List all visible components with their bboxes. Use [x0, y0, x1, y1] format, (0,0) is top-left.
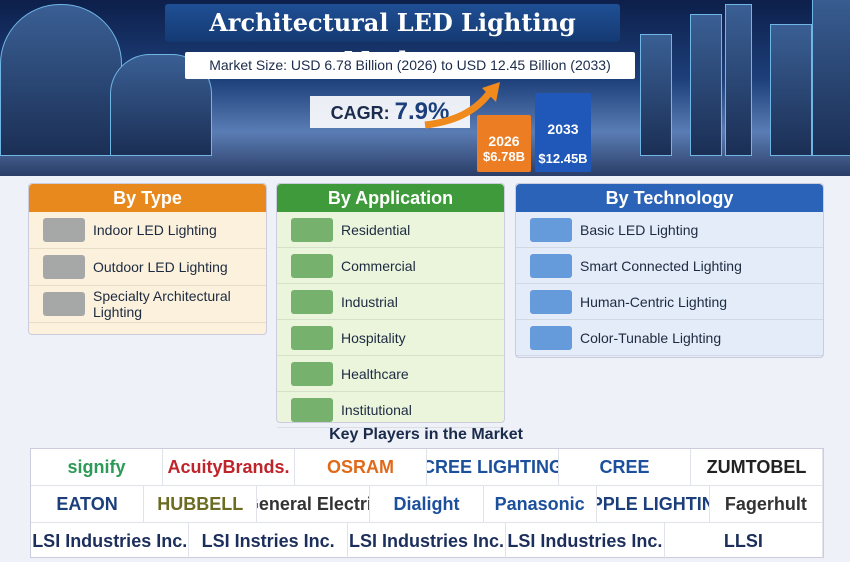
company-logo: EATON	[31, 486, 145, 522]
building	[770, 24, 812, 156]
cagr-label: CAGR:	[330, 103, 390, 123]
item-label: Smart Connected Lighting	[580, 257, 742, 274]
building	[690, 14, 722, 156]
item-icon	[530, 253, 572, 278]
logo-grid: signify AcuityBrands. OSRAM CREE LIGHTING CR…	[30, 448, 824, 559]
company-logo: General Electric	[257, 486, 371, 522]
segment-panel: By Application Residential Commercial Indus…	[276, 183, 505, 428]
company-logo: LSI Industries Inc.	[348, 523, 507, 559]
company-logo: LSI Instries Inc.	[189, 523, 348, 559]
item-label: Outdoor LED Lighting	[93, 259, 228, 275]
bar-year: 2026	[488, 133, 520, 149]
item-label: Hospitality	[341, 329, 406, 346]
segment-item: Commercial	[277, 248, 504, 284]
segment-item: Human-Centric Lighting	[516, 284, 823, 320]
bar-2033: 2033 $12.45B	[535, 93, 591, 172]
segment-item: Outdoor LED Lighting	[29, 249, 266, 286]
segment-item: Color-Tunable Lighting	[516, 320, 823, 356]
company-logo: OSRAM	[295, 449, 427, 485]
segment-item: Healthcare	[277, 356, 504, 392]
segment-item: Smart Connected Lighting	[516, 248, 823, 284]
company-logo: LLSI	[665, 523, 824, 559]
item-label: Healthcare	[341, 365, 409, 382]
company-logo: signify	[31, 449, 163, 485]
item-label: Institutional	[341, 401, 412, 418]
item-icon	[291, 397, 333, 422]
segment-item: Institutional	[277, 392, 504, 428]
item-icon	[43, 292, 85, 316]
company-logo: CREE	[559, 449, 691, 485]
building	[640, 34, 672, 156]
segment-item: Residential	[277, 212, 504, 248]
item-icon	[291, 253, 333, 278]
company-logo: OPPLE LIGHTING	[597, 486, 710, 522]
segment-item: Basic LED Lighting	[516, 212, 823, 248]
key-players-title: Key Players in the Market	[329, 426, 523, 443]
item-icon	[291, 325, 333, 350]
item-label: Indoor LED Lighting	[93, 222, 217, 238]
company-logo: LSI Industries Inc.	[31, 523, 190, 559]
item-icon	[43, 218, 85, 242]
company-logo: Fagerhult	[710, 486, 823, 522]
bar-value: $12.45B	[538, 151, 588, 166]
company-logo: ZUMTOBEL	[691, 449, 823, 485]
bar-2026: 2026 $6.78B	[477, 115, 531, 172]
item-label: Human-Centric Lighting	[580, 293, 728, 310]
segment-title: By Technology	[516, 184, 823, 212]
logo-row: LSI Industries Inc. LSI Instries Inc. LSI …	[31, 523, 824, 559]
company-logo: CREE LIGHTING	[427, 449, 559, 485]
subtitle: Market Size: USD 6.78 Billion (2026) to …	[185, 52, 635, 79]
item-icon	[530, 325, 572, 350]
company-logo: LSI Industries Inc.	[506, 523, 665, 559]
item-icon	[530, 289, 572, 314]
segment-panel: By Technology Basic LED Lighting Smart Con…	[515, 183, 824, 358]
bar-value: $6.78B	[483, 149, 525, 164]
item-label: Industrial	[341, 293, 398, 310]
segment-item: Industrial	[277, 284, 504, 320]
segment-panel: By Type Indoor LED Lighting Outdoor LED Li…	[28, 183, 267, 335]
growth-arrow	[424, 82, 500, 129]
item-icon	[291, 289, 333, 314]
item-icon	[291, 361, 333, 386]
logo-row: signify AcuityBrands. OSRAM CREE LIGHTING CR…	[31, 449, 823, 486]
item-label: Specialty Architectural Lighting	[93, 288, 231, 320]
company-logo: AcuityBrands.	[163, 449, 295, 485]
building	[725, 4, 752, 156]
item-icon	[291, 217, 333, 242]
item-label: Color-Tunable Lighting	[580, 329, 722, 346]
bar-year: 2033	[547, 121, 579, 137]
item-label: Commercial	[341, 257, 416, 274]
cagr: CAGR: 7.9%	[310, 96, 470, 128]
title: Architectural LED Lighting Market	[165, 4, 620, 75]
building	[812, 0, 850, 156]
item-icon	[530, 217, 572, 242]
item-label: Residential	[341, 221, 411, 238]
logo-row: EATONHUBBELLGeneral ElectricDialightPana…	[31, 486, 823, 523]
segment-title: By Type	[29, 184, 266, 212]
building	[0, 4, 122, 156]
segment-title: By Application	[277, 184, 504, 212]
item-label: Basic LED Lighting	[580, 221, 699, 238]
company-logo: Panasonic	[484, 486, 597, 522]
segment-item: Indoor LED Lighting	[29, 212, 266, 249]
item-icon	[43, 255, 85, 279]
company-logo: Dialight	[370, 486, 484, 522]
segment-item: Hospitality	[277, 320, 504, 356]
company-logo: HUBBELL	[144, 486, 258, 522]
segment-item: Specialty Architectural Lighting	[29, 286, 266, 323]
